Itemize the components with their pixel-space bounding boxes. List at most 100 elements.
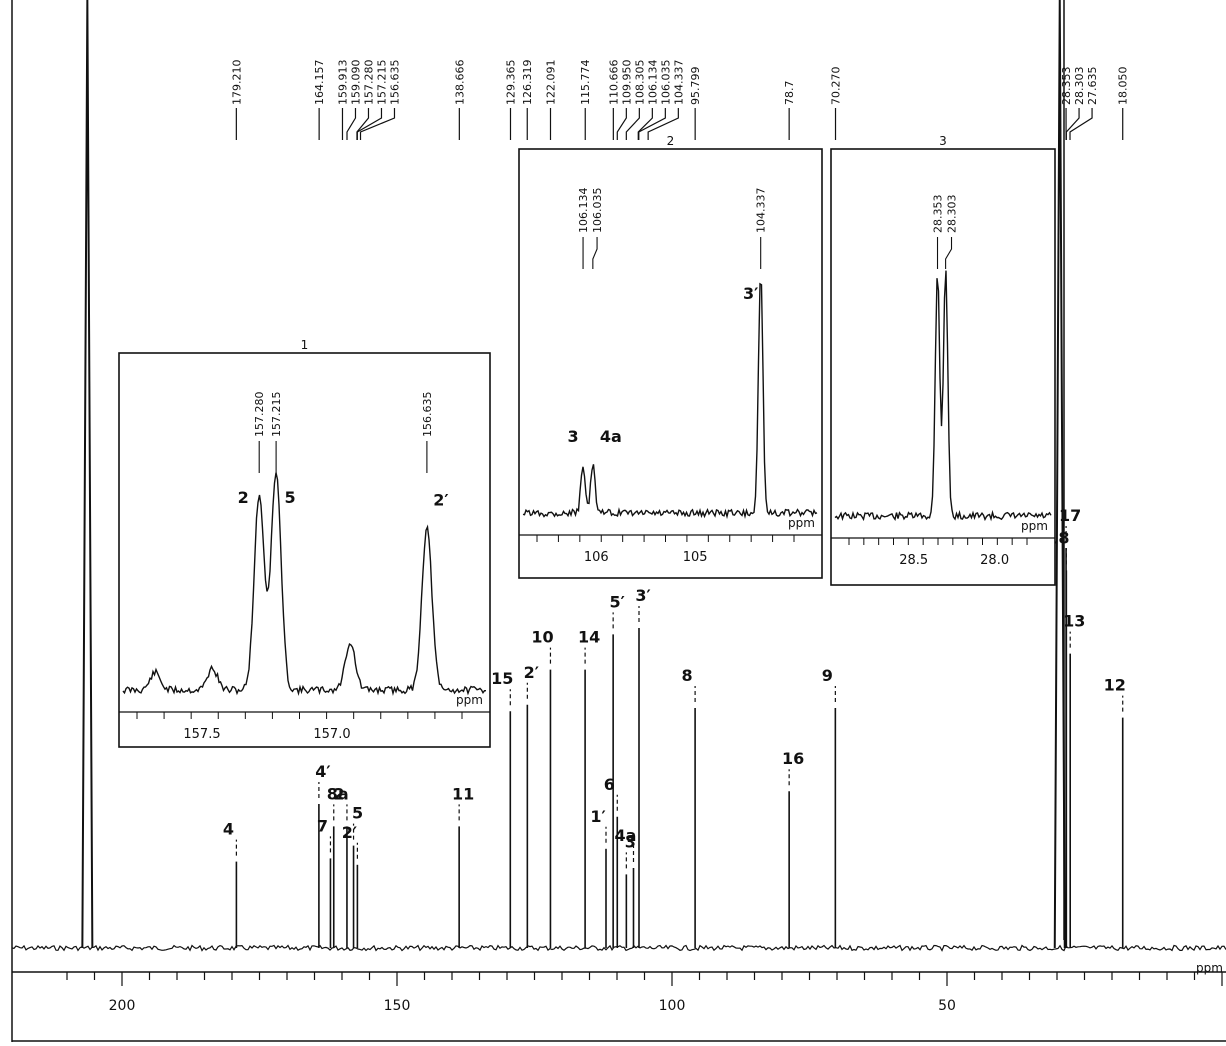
peak-ppm-value: 157.215 xyxy=(375,60,388,106)
peak-assignment-label: 8a xyxy=(327,784,349,803)
inset-ppm-value: 28.353 xyxy=(932,195,945,234)
peak-assignment-label: 5 xyxy=(352,804,363,823)
peak-ppm-connector xyxy=(647,108,679,140)
inset-ppm-value: 157.215 xyxy=(270,392,283,438)
inset-tick-label: 157.0 xyxy=(313,727,350,742)
inset-tick-label: 105 xyxy=(683,550,708,565)
inset-peak-assignment: 3′ xyxy=(743,284,758,303)
spectrum-peaks xyxy=(81,0,1124,949)
peak-ppm-list: 179.210 164.157 159.913 159.090 157.280 157.2… xyxy=(230,60,1130,140)
peak-ppm-value: 95.799 xyxy=(689,67,702,106)
inset-number: 1 xyxy=(301,338,309,352)
solvent-peak-2 xyxy=(1053,0,1066,949)
peak-assignment-label: 4a xyxy=(615,826,637,845)
peak-ppm-value: 159.913 xyxy=(336,60,349,106)
peak-assignment-label: 14 xyxy=(578,628,600,647)
peak-assignment-label: 3 xyxy=(625,832,636,851)
inset-tick-label: 106 xyxy=(584,550,609,565)
x-axis-unit-label: ppm xyxy=(1196,961,1223,975)
inset-number: 2 xyxy=(667,134,675,148)
peak-assignment-label: 13 xyxy=(1063,612,1085,631)
inset-tick-label: 157.5 xyxy=(183,727,220,742)
peak-ppm-value: 106.035 xyxy=(659,60,672,106)
peak-assignment-label: 4′ xyxy=(315,762,330,781)
peak-ppm-connector xyxy=(1065,108,1080,140)
x-axis-tick-label: 50 xyxy=(938,998,956,1014)
peak-ppm-value: 179.210 xyxy=(230,60,243,106)
inset-tick-label: 28.0 xyxy=(980,553,1009,568)
peak-ppm-value: 138.666 xyxy=(453,60,466,106)
inset-ppm-value: 106.134 xyxy=(577,188,590,234)
inset-ppm-value: 106.035 xyxy=(591,188,604,234)
peak-ppm-connector xyxy=(346,108,357,140)
peak-assignment-label: 3′ xyxy=(635,586,650,605)
inset-unit-label: ppm xyxy=(1021,519,1048,533)
peak-ppm-value: 18.050 xyxy=(1117,67,1130,106)
inset-ppm-value: 104.337 xyxy=(755,188,768,234)
inset-unit-label: ppm xyxy=(456,693,483,707)
inset-3: 3 28.5 28.0 ppm 28.353 28.303 xyxy=(830,134,1056,586)
inset-ppm-connector xyxy=(592,237,598,269)
peak-ppm-value: 164.157 xyxy=(313,60,326,106)
peak-ppm-connector xyxy=(1069,108,1093,140)
peak-assignment-label: 5′ xyxy=(609,592,624,611)
inset-peak-assignment: 5 xyxy=(285,488,296,507)
peak-assignment-label: 7 xyxy=(317,816,328,835)
inset-trace xyxy=(122,472,486,697)
peak-assignment-label: 2 xyxy=(333,784,344,803)
inset-ppm-value: 157.280 xyxy=(253,392,266,438)
peak-ppm-connector xyxy=(616,108,627,140)
peak-ppm-value: 129.365 xyxy=(504,60,517,106)
peak-assignment-label: 11 xyxy=(452,784,474,803)
inset-peak-assignment: 3 xyxy=(567,427,578,446)
inset-1: 1 157.5 157.0 ppm 157.280 157.215 156.635 2 5 2′ xyxy=(118,338,491,748)
peak-ppm-connector xyxy=(359,108,396,140)
inset-trace xyxy=(834,270,1052,522)
peak-assignment-label: 6 xyxy=(604,775,615,794)
inset-ppm-connector xyxy=(945,237,953,269)
peak-assignment-label: 12 xyxy=(1104,676,1126,695)
inset-unit-label: ppm xyxy=(788,516,815,530)
peak-ppm-value: 115.774 xyxy=(579,60,592,106)
peak-assignment-label: 8 xyxy=(682,666,693,685)
peak-ppm-value: 28.303 xyxy=(1073,67,1086,106)
inset-peak-assignment: 2 xyxy=(238,488,249,507)
inset-frame xyxy=(118,352,491,748)
inset-ppm-value: 156.635 xyxy=(421,392,434,438)
peak-assignment-label: 2′ xyxy=(524,663,539,682)
peak-assignment-label: 1′ xyxy=(590,807,605,826)
peak-ppm-value: 159.090 xyxy=(349,60,362,106)
x-axis-tick-label: 200 xyxy=(109,998,136,1014)
peak-assignment-label: 16 xyxy=(782,749,804,768)
peak-assignment-label: 4 xyxy=(223,820,234,839)
peak-ppm-value: 109.950 xyxy=(620,60,633,106)
x-axis: 200 150 100 50 ppm xyxy=(12,961,1226,1014)
peak-ppm-connector xyxy=(637,108,653,140)
spectrum-baseline xyxy=(11,944,1226,952)
peak-ppm-value: 106.134 xyxy=(646,60,659,106)
peak-ppm-connector xyxy=(356,108,383,140)
peak-assignment-label: 10 xyxy=(531,628,553,647)
peak-ppm-value: 108.305 xyxy=(633,60,646,106)
peak-ppm-value: 78.7 xyxy=(783,81,796,106)
peak-ppm-connector xyxy=(638,108,666,140)
x-axis-tick-label: 150 xyxy=(384,998,411,1014)
peak-ppm-value: 27.635 xyxy=(1086,67,1099,106)
baseline-noise xyxy=(11,944,1226,952)
solvent-peak-1 xyxy=(81,0,94,949)
expansion-insets: 1 157.5 157.0 ppm 157.280 157.215 156.635 2 5 2′ 2… xyxy=(118,134,1056,748)
peak-ppm-connector xyxy=(625,108,640,140)
inset-trace xyxy=(522,282,818,520)
peak-assignment-label: 15 xyxy=(491,669,513,688)
peak-ppm-connector xyxy=(356,108,370,140)
inset-number: 3 xyxy=(939,134,947,148)
inset-frame xyxy=(518,148,823,579)
peak-assignment-label: 2′ xyxy=(342,823,357,842)
peak-assignment-label: 17 xyxy=(1059,506,1081,525)
inset-2: 2 106 105 ppm 106.134 106.035 104.337 3 4a 3′ xyxy=(518,134,823,579)
inset-peak-assignment: 4a xyxy=(600,427,622,446)
peak-ppm-value: 126.319 xyxy=(521,60,534,106)
peak-ppm-value: 70.270 xyxy=(830,67,843,106)
